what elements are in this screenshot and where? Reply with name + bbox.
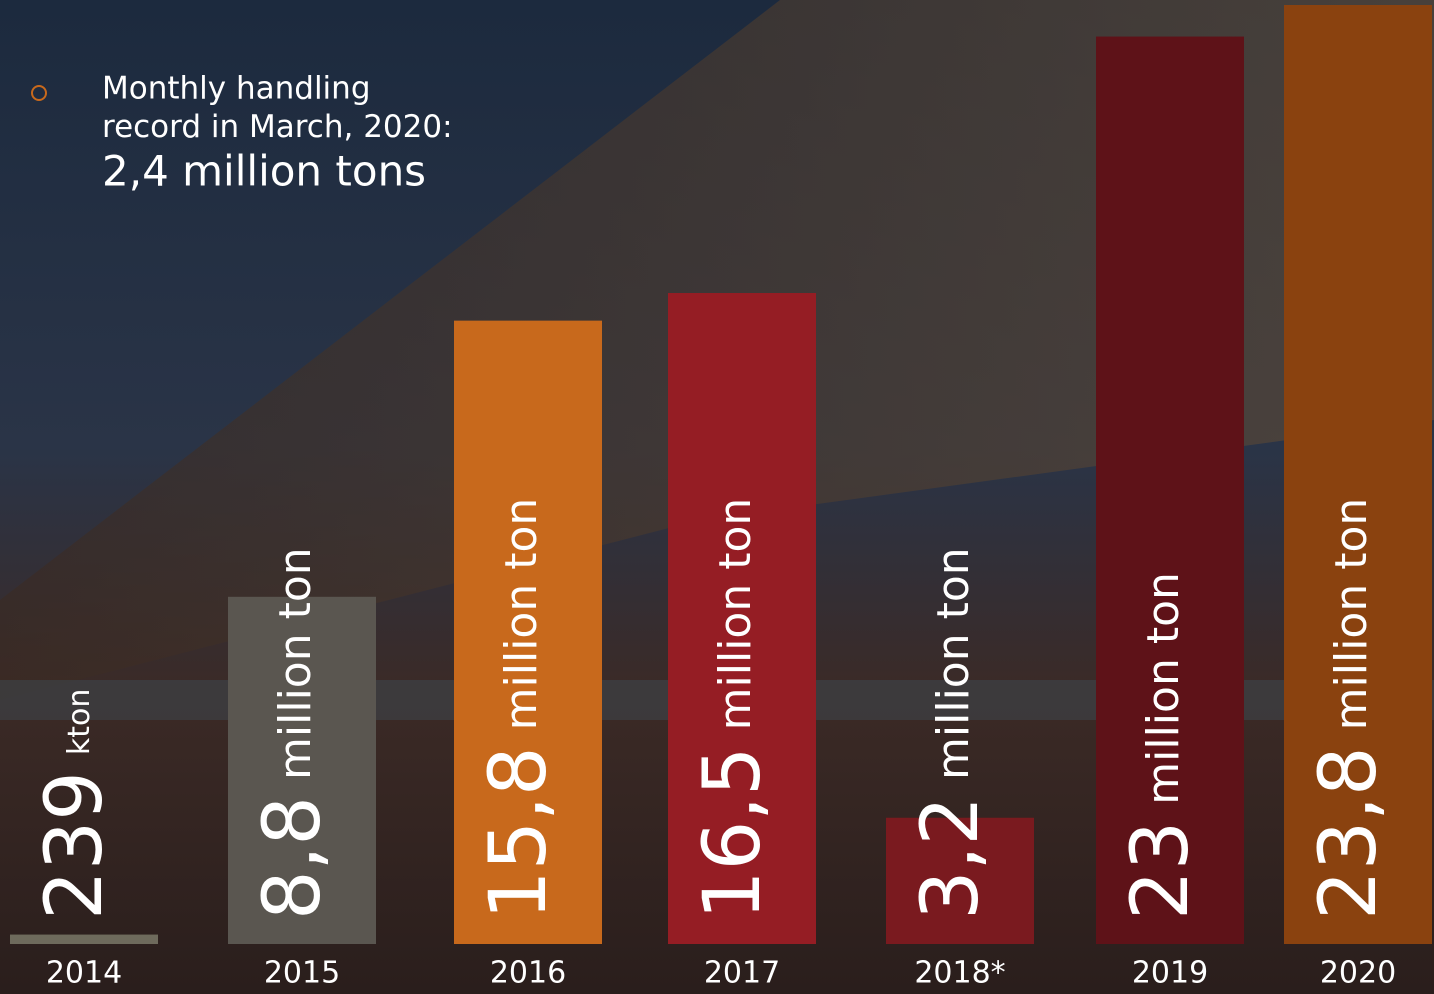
- value-label: 15,8: [474, 746, 564, 920]
- value-label: 23: [1116, 821, 1206, 920]
- unit-label: million ton: [496, 498, 547, 731]
- bar: [454, 320, 602, 944]
- bar: [668, 293, 816, 945]
- bar-label: 23,8 million ton: [1304, 498, 1394, 920]
- annotation-line2: record in March, 2020:: [102, 109, 453, 145]
- x-tick-label: 2020: [1320, 956, 1396, 991]
- x-tick-label: 2019: [1132, 956, 1208, 991]
- annotation-bold: record: [102, 109, 201, 145]
- bar-label: 16,5 million ton: [688, 498, 778, 920]
- value-label: 16,5: [688, 746, 778, 920]
- annotation-value: 2,4 million tons: [102, 147, 426, 196]
- unit-label: million ton: [270, 547, 321, 780]
- bar-label: 3,2 million ton: [906, 547, 996, 920]
- x-tick-label: 2017: [704, 956, 780, 991]
- bar: [228, 596, 376, 944]
- value-label: 3,2: [906, 796, 996, 920]
- bullet: [31, 85, 47, 101]
- x-tick-label: 2015: [264, 956, 340, 991]
- x-tick-label: 2016: [490, 956, 566, 991]
- unit-label: kton: [62, 689, 97, 756]
- annotation-line1: Monthly handling: [102, 71, 371, 107]
- bar: [1284, 5, 1432, 944]
- bar: [10, 934, 158, 944]
- bar-label: 15,8 million ton: [474, 498, 564, 920]
- value-label: 239: [30, 771, 120, 920]
- bar: [1096, 36, 1244, 944]
- annotation-rest: in March, 2020:: [211, 109, 453, 145]
- unit-label: million ton: [710, 498, 761, 731]
- unit-label: million ton: [1326, 498, 1377, 731]
- bar: [886, 817, 1034, 944]
- unit-label: million ton: [1138, 572, 1189, 805]
- x-tick-label: 2014: [46, 956, 122, 991]
- value-label: 8,8: [248, 796, 338, 920]
- bar-label: 239 kton: [30, 689, 120, 920]
- unit-label: million ton: [928, 547, 979, 780]
- bar-label: 23 million ton: [1116, 572, 1206, 920]
- x-tick-label: 2018*: [914, 956, 1005, 991]
- value-label: 23,8: [1304, 746, 1394, 920]
- bar-label: 8,8 million ton: [248, 547, 338, 920]
